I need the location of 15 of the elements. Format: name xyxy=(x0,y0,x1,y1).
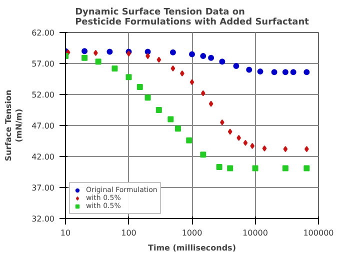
y-tick-label: 52.00 xyxy=(32,90,55,100)
x-tick-label: 100000 xyxy=(303,228,334,238)
x-tick-label: 10 xyxy=(60,228,71,238)
y-axis-title: Surface Tension (mN/m) xyxy=(4,89,24,162)
x-tick-label: 1000 xyxy=(182,228,202,238)
x-tick-label: 10000 xyxy=(242,228,268,238)
y-tick-label: 47.00 xyxy=(32,122,55,130)
y-tick-label: 32.00 xyxy=(32,214,55,224)
y-tick-label: 62.00 xyxy=(32,28,55,38)
y-tick-label: 42.00 xyxy=(32,152,55,162)
chart-title: Dynamic Surface Tension Data on Pesticide Formulations with Added Surfactant xyxy=(75,8,310,28)
y-tick-label: 57.00 xyxy=(32,60,55,68)
x-axis-title: Time (milliseconds) xyxy=(148,244,236,252)
y-tick-label: 37.00 xyxy=(32,184,55,192)
x-tick-label: 100 xyxy=(121,228,136,238)
